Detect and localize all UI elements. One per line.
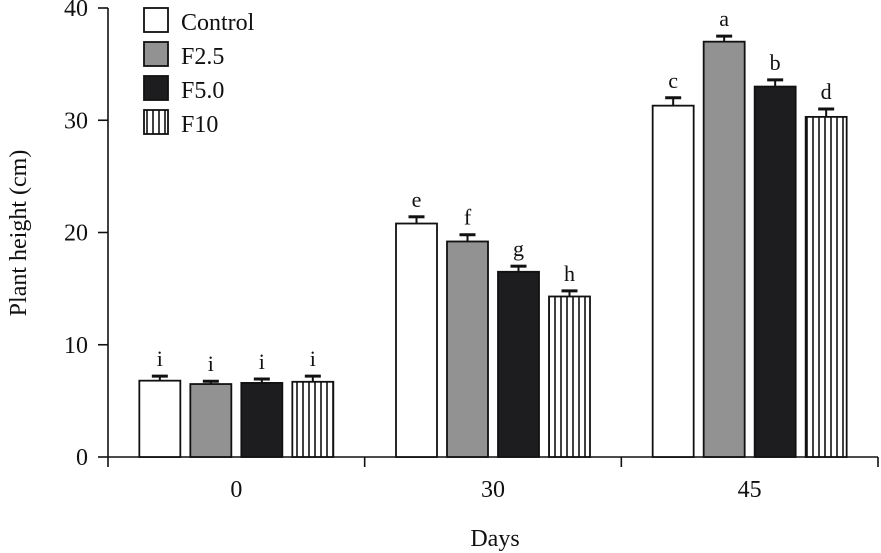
bar — [138, 379, 182, 458]
bar — [702, 40, 746, 458]
significance-label: i — [310, 346, 316, 371]
significance-label: b — [770, 50, 781, 75]
legend-swatch — [143, 109, 169, 135]
y-tick-label: 0 — [76, 445, 88, 471]
significance-label: c — [668, 68, 678, 93]
bar — [446, 240, 489, 458]
legend-label: F5.0 — [181, 78, 224, 104]
y-tick-label: 30 — [64, 108, 88, 134]
legend-label: F2.5 — [181, 44, 224, 70]
y-axis-label: Plant height (cm) — [6, 150, 32, 317]
x-tick-label: 45 — [738, 477, 762, 503]
bar — [240, 382, 284, 458]
y-tick-label: 20 — [64, 221, 88, 247]
significance-label: i — [208, 351, 214, 376]
legend-swatch — [143, 7, 169, 33]
significance-label: g — [513, 236, 524, 261]
bar — [497, 270, 540, 458]
bars: i i i i e f g h c a b d — [138, 6, 848, 458]
bar — [189, 383, 233, 458]
bar — [651, 104, 695, 458]
x-tick-label: 30 — [481, 477, 505, 503]
bar — [395, 222, 438, 458]
bar — [804, 115, 848, 458]
y-tick-label: 40 — [64, 0, 88, 22]
significance-label: e — [412, 187, 422, 212]
legend: Control F2.5 F5.0 F10 — [143, 7, 255, 138]
significance-label: a — [719, 6, 729, 31]
y-tick-label: 10 — [64, 333, 88, 359]
legend-swatch — [143, 75, 169, 101]
legend-swatch — [143, 41, 169, 67]
bar — [291, 380, 335, 458]
bar — [548, 295, 591, 458]
x-tick-label: 0 — [230, 477, 242, 503]
bar — [753, 85, 797, 458]
significance-label: d — [821, 79, 832, 104]
x-axis-label: Days — [470, 526, 519, 552]
significance-label: i — [157, 346, 163, 371]
significance-label: i — [259, 349, 265, 374]
legend-label: Control — [181, 10, 255, 36]
significance-label: f — [464, 205, 472, 230]
axes: 0 10 20 30 40 0 30 45 — [64, 0, 879, 503]
significance-label: h — [564, 261, 575, 286]
legend-label: F10 — [181, 112, 218, 138]
